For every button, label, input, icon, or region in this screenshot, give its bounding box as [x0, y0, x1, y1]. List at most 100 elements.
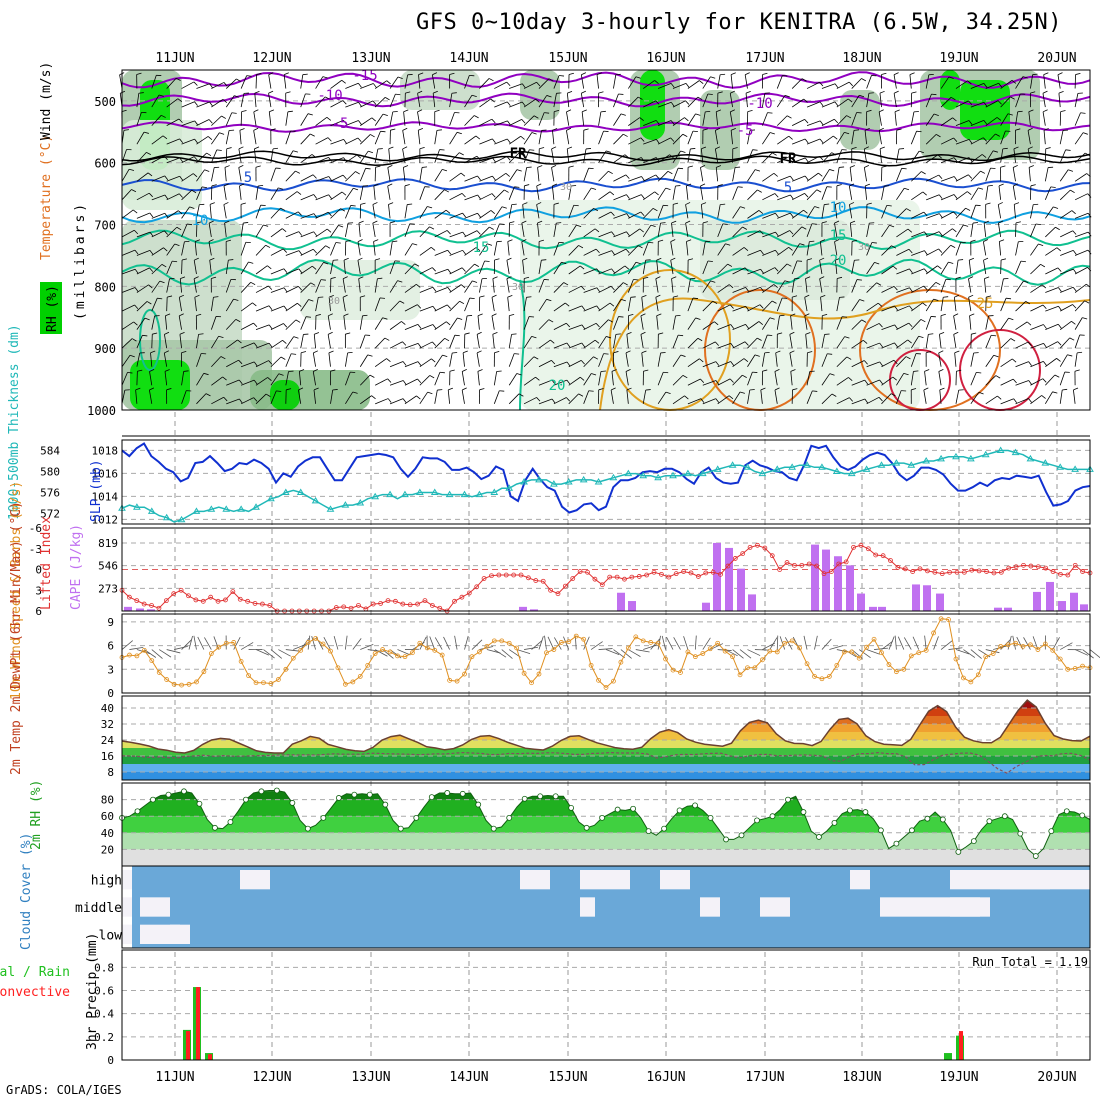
wind-barb — [285, 286, 299, 293]
rh-marker — [862, 809, 869, 815]
wind-barb — [389, 280, 398, 293]
wind-barb — [151, 315, 156, 330]
wind-barb — [911, 285, 924, 293]
thickness-marker — [445, 490, 454, 498]
wind-barb-flag — [804, 294, 810, 298]
wind-barb — [747, 337, 758, 349]
wind-barb — [806, 390, 813, 404]
wind-barb-flag — [745, 287, 749, 292]
wind-barb — [283, 74, 287, 89]
wind-barb — [434, 268, 449, 275]
wind-speed-marker — [670, 667, 676, 673]
wind-barb-flag — [1073, 268, 1077, 274]
wind-barb — [563, 636, 570, 650]
lifted-index-marker — [163, 598, 169, 604]
wind-barb-flag — [313, 231, 318, 237]
wind-barb-flag — [1030, 91, 1036, 94]
lifted-index-marker — [747, 544, 753, 550]
wind-barb — [657, 171, 669, 182]
wind-barb — [181, 156, 195, 164]
wind-barb-flag — [514, 186, 520, 188]
wind-barb — [672, 335, 679, 349]
wind-barb — [434, 389, 438, 404]
wind-barb — [628, 176, 642, 182]
wind-barb — [613, 248, 627, 256]
rh-tick: 80 — [101, 794, 114, 807]
wind-barb-flag — [789, 230, 794, 235]
wind-barb-flag — [937, 154, 942, 159]
wind-barb-flag — [148, 192, 153, 198]
wind-barb-flag — [235, 319, 241, 323]
wind-barb-flag — [1057, 341, 1062, 346]
wind-barb — [553, 637, 562, 650]
wind-barb — [508, 169, 518, 182]
cape-bar — [147, 609, 155, 611]
wind-barb — [568, 360, 582, 368]
wind-barb-flag — [1069, 337, 1075, 341]
thickness-marker — [624, 469, 633, 477]
wind-speed-marker — [745, 665, 750, 671]
wind-barb — [241, 361, 255, 368]
rh-band — [122, 791, 1090, 800]
wind-barb-flag — [472, 280, 478, 283]
wind-barb-flag — [209, 202, 215, 205]
wind-barb-flag — [1085, 152, 1090, 156]
wind-barb — [747, 249, 761, 256]
li-tick: -6 — [29, 522, 42, 535]
wind-barb-flag — [253, 127, 259, 131]
wind-barb — [1044, 206, 1054, 219]
wind-barb-flag — [716, 109, 721, 113]
wind-barb — [196, 83, 210, 89]
lifted-index-marker — [932, 569, 938, 575]
wind-barb — [598, 111, 602, 126]
lifted-index-marker — [880, 553, 886, 559]
wind-barb — [985, 375, 997, 386]
wind-barb — [864, 130, 868, 145]
wind-barb — [523, 98, 536, 108]
wind-barb-flag — [717, 91, 723, 94]
wind-barb-flag — [1043, 324, 1047, 329]
thickness-marker — [684, 469, 692, 477]
wind-barb — [715, 111, 719, 126]
lifted-index-marker — [237, 596, 243, 602]
wind-barb-flag — [233, 298, 239, 301]
wind-barb — [985, 150, 994, 163]
wind-barb-flag — [774, 193, 779, 198]
wind-barb — [566, 93, 570, 108]
wind-barb — [298, 389, 302, 404]
wind-barb-flag — [1002, 147, 1008, 150]
wind-barb — [163, 352, 168, 367]
rh-marker — [676, 807, 683, 814]
wind-barb — [613, 316, 619, 330]
lifted-index-marker — [925, 568, 930, 574]
wind-speed-marker — [886, 662, 892, 667]
rh-marker — [366, 791, 373, 798]
wind-barb-flag — [987, 184, 993, 187]
wind-barb — [181, 120, 195, 127]
wind-barb — [404, 74, 409, 89]
wind-barb — [359, 168, 366, 182]
wind-barb — [270, 268, 285, 275]
wind-barb-flag — [744, 72, 750, 76]
wind-barb — [255, 377, 268, 386]
wind-barb — [791, 193, 805, 201]
wind-barb — [240, 397, 254, 405]
wind-barb — [210, 297, 214, 312]
wind-barb-flag — [164, 331, 170, 335]
wind-barb — [464, 280, 473, 293]
wind-barb-flag — [908, 322, 913, 328]
wind-barb — [687, 80, 700, 89]
wind-barb-flag — [208, 220, 214, 224]
wind-barb-flag — [506, 156, 511, 161]
wind-barb — [151, 230, 165, 238]
wind-barb — [240, 642, 254, 650]
wind-barb-flag — [953, 157, 958, 162]
lifted-index-marker — [695, 574, 701, 579]
lifted-index-marker — [356, 603, 361, 608]
wind-barb-flag — [846, 115, 852, 119]
wind-speed-marker — [879, 650, 884, 656]
wind-barb — [998, 241, 1002, 256]
wind-barb — [700, 185, 704, 200]
wind-barb-flag — [1042, 109, 1048, 113]
wind-barb — [151, 135, 164, 145]
